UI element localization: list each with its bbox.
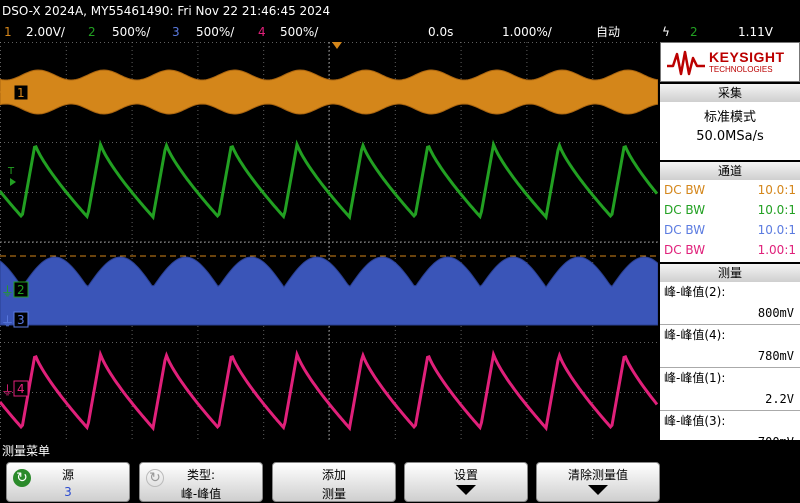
ch1-marker-label: 1	[17, 86, 25, 100]
softkey-value: 峰-峰值	[180, 487, 222, 501]
ch4-probe: 1.00:1	[757, 243, 796, 257]
softkey-label: 源	[61, 468, 74, 482]
softkey-label-2: 测量	[321, 487, 346, 501]
submenu-arrow-icon	[588, 485, 608, 495]
measurement-label: 峰-峰值(2):	[664, 285, 726, 299]
ch3-ground-icon: ⏚	[1, 315, 14, 330]
channel-row-1: DC BW 10.0:1	[664, 180, 796, 200]
trigger-position-marker[interactable]	[332, 42, 342, 49]
measurements-header: 测量	[660, 264, 800, 282]
logo-brand: KEYSIGHT	[709, 49, 785, 65]
ch2-waveform	[0, 139, 658, 221]
ch4-scale[interactable]: 500%/	[280, 25, 319, 39]
measurement-label: 峰-峰值(4):	[664, 328, 726, 342]
ch3-waveform	[0, 256, 658, 326]
ch2-number[interactable]: 2	[88, 25, 96, 39]
clear-measurements-softkey[interactable]: 清除测量值	[536, 462, 660, 502]
ch4-ground-icon: ⏚	[1, 384, 14, 399]
channel-row-3: DC BW 10.0:1	[664, 220, 796, 240]
ch1-waveform	[0, 69, 658, 115]
channels-info[interactable]: DC BW 10.0:1 DC BW 10.0:1 DC BW 10.0:1 D…	[660, 180, 800, 262]
ch4-marker-label: 4	[17, 382, 25, 396]
trigger-arrow-icon	[10, 178, 16, 186]
trigger-level[interactable]: 1.11V	[738, 25, 773, 39]
add-measurement-softkey[interactable]: 添加 测量	[272, 462, 396, 502]
ch3-probe: 10.0:1	[757, 223, 796, 237]
entry-knob-icon: ↻	[13, 469, 31, 487]
window-title: DSO-X 2024A, MY55461490: Fri Nov 22 21:4…	[0, 0, 800, 22]
waveform-display[interactable]: 1 ⏚ T 2 ⏚ 3 ⏚ 4 ⏚	[0, 42, 658, 442]
ch1-probe: 10.0:1	[757, 183, 796, 197]
softkey-bar: ↻ 源 3 ↻ 类型: 峰-峰值 添加 测量 设置 清除测量值	[0, 460, 800, 503]
softkey-value: 3	[64, 485, 72, 499]
measurement-value: 780mV	[660, 345, 800, 368]
acquisition-mode: 标准模式	[703, 110, 756, 125]
measurement-value: 800mV	[660, 302, 800, 325]
trigger-edge-icon: ϟ	[662, 25, 670, 39]
settings-softkey[interactable]: 设置	[404, 462, 528, 502]
entry-knob-icon: ↻	[146, 469, 164, 487]
ch3-ground-marker[interactable]: 3 ⏚	[1, 311, 29, 330]
ch2-probe: 10.0:1	[757, 203, 796, 217]
measurements-list[interactable]: 峰-峰值(2): 800mV 峰-峰值(4): 780mV 峰-峰值(1): 2…	[660, 282, 800, 449]
ch1-scale[interactable]: 2.00V/	[26, 25, 65, 39]
measurement-label: 峰-峰值(3):	[664, 414, 726, 428]
ch2-scale[interactable]: 500%/	[112, 25, 151, 39]
menu-title: 测量菜单	[0, 443, 800, 460]
ch2-ground-marker[interactable]: 2 ⏚	[1, 281, 29, 300]
ch1-coupling: DC BW	[664, 183, 706, 197]
softkey-label: 清除测量值	[567, 468, 628, 482]
trigger-marker-label: T	[7, 166, 15, 177]
timebase[interactable]: 1.000%/	[502, 25, 552, 39]
source-softkey[interactable]: ↻ 源 3	[6, 462, 130, 502]
scale-bar: 1 2.00V/ 2 500%/ 3 500%/ 4 500%/ 0.0s 1.…	[0, 22, 800, 42]
trigger-marker[interactable]: T	[7, 166, 16, 186]
ch2-marker-label: 2	[17, 283, 25, 297]
keysight-logo: KEYSIGHT TECHNOLOGIES	[660, 42, 800, 82]
logo-subtitle: TECHNOLOGIES	[709, 65, 773, 74]
trigger-mode[interactable]: 自动	[596, 25, 621, 39]
ch1-ground-marker[interactable]: 1 ⏚	[0, 84, 29, 103]
trigger-source[interactable]: 2	[690, 25, 698, 39]
ch3-number[interactable]: 3	[172, 25, 180, 39]
ch4-waveform	[0, 349, 658, 432]
sample-rate: 50.0MSa/s	[696, 129, 764, 144]
ch4-ground-marker[interactable]: 4 ⏚	[1, 380, 29, 399]
horizontal-delay[interactable]: 0.0s	[428, 25, 454, 39]
measurement-label: 峰-峰值(1):	[664, 371, 726, 385]
softkey-label: 设置	[453, 468, 478, 482]
acquisition-info[interactable]: 标准模式 50.0MSa/s	[660, 102, 800, 160]
acquisition-header: 采集	[660, 84, 800, 102]
submenu-arrow-icon	[456, 485, 476, 495]
ch3-coupling: DC BW	[664, 223, 706, 237]
ch2-coupling: DC BW	[664, 203, 706, 217]
keysight-wave-icon	[667, 50, 705, 76]
channel-row-4: DC BW 1.00:1	[664, 240, 796, 260]
channels-header: 通道	[660, 162, 800, 180]
channel-row-2: DC BW 10.0:1	[664, 200, 796, 220]
ch3-marker-label: 3	[17, 313, 25, 327]
ch1-number[interactable]: 1	[4, 25, 12, 39]
softkey-label: 类型:	[186, 468, 216, 482]
ch4-number[interactable]: 4	[258, 25, 266, 39]
measurement-value: 2.2V	[660, 388, 800, 411]
type-softkey[interactable]: ↻ 类型: 峰-峰值	[139, 462, 263, 502]
side-panel: KEYSIGHT TECHNOLOGIES 采集 标准模式 50.0MSa/s …	[660, 42, 800, 449]
softkey-label: 添加	[321, 468, 346, 482]
ch4-coupling: DC BW	[664, 243, 706, 257]
ch3-scale[interactable]: 500%/	[196, 25, 235, 39]
ch1-ground-icon: ⏚	[1, 88, 14, 103]
ch2-ground-icon: ⏚	[1, 285, 14, 300]
